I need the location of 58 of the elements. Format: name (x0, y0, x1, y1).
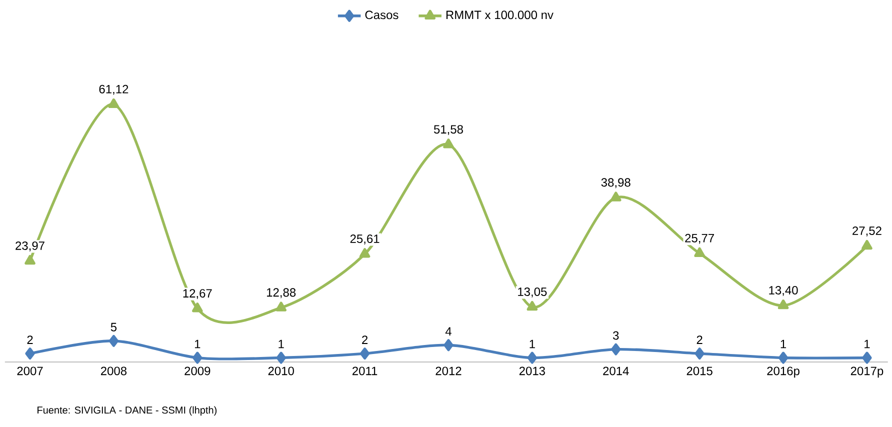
data-label: 25,61 (350, 234, 380, 244)
data-label: 5 (110, 322, 117, 332)
point (444, 339, 454, 352)
point (276, 352, 286, 364)
data-label: 1 (278, 340, 284, 348)
data-label: 2 (696, 336, 702, 344)
point (862, 240, 872, 250)
data-label: 25,77 (685, 234, 714, 244)
point (443, 138, 454, 148)
data-label: 2 (27, 336, 33, 344)
point (25, 348, 35, 360)
data-label: 23,97 (16, 241, 44, 252)
x-tick-label: 2008 (100, 366, 127, 376)
x-tick-label: 2012 (436, 366, 462, 376)
data-label: 51,58 (434, 125, 463, 135)
point (24, 254, 36, 265)
data-label: 13,40 (769, 286, 798, 296)
point (526, 300, 538, 311)
x-tick-label: 2011 (352, 366, 378, 376)
data-label: 38,98 (601, 178, 630, 188)
x-tick-label: 2010 (268, 366, 294, 376)
x-tick-label: 2013 (519, 366, 545, 376)
point (778, 352, 788, 364)
data-label: 4 (445, 327, 452, 336)
point (360, 348, 370, 360)
point (778, 300, 789, 310)
data-label: 1 (864, 340, 870, 348)
x-tick-label: 2007 (17, 366, 43, 376)
point (694, 348, 704, 360)
data-label: 61,12 (99, 84, 128, 95)
data-label: 13,05 (518, 287, 547, 298)
point (694, 247, 705, 258)
x-tick-label: 2009 (184, 366, 210, 376)
data-label: 1 (780, 340, 786, 348)
x-tick-label: 2017p (850, 366, 884, 378)
data-label: 12,88 (267, 288, 296, 298)
data-label: 3 (613, 331, 619, 340)
point (862, 352, 872, 364)
point (611, 343, 621, 356)
legend-label: Casos (365, 10, 398, 20)
legend-label: RMMT x 100.000 nv (446, 10, 554, 20)
data-label: 1 (194, 340, 200, 348)
point (610, 192, 622, 202)
point (192, 302, 203, 312)
point (192, 352, 202, 364)
source-note: Fuente: SIVIGILA - DANE - SSMI (lhpth) (38, 406, 217, 416)
data-label: 27,52 (852, 226, 882, 236)
x-tick-label: 2015 (686, 366, 712, 376)
data-label: 2 (362, 336, 368, 344)
point (276, 302, 286, 312)
point (108, 334, 119, 347)
data-label: 1 (530, 340, 535, 348)
point (108, 98, 120, 108)
data-label: 12,67 (183, 289, 212, 299)
point (359, 248, 370, 258)
x-tick-label: 2016p (767, 366, 800, 378)
point (527, 352, 538, 364)
x-tick-label: 2014 (603, 366, 629, 376)
